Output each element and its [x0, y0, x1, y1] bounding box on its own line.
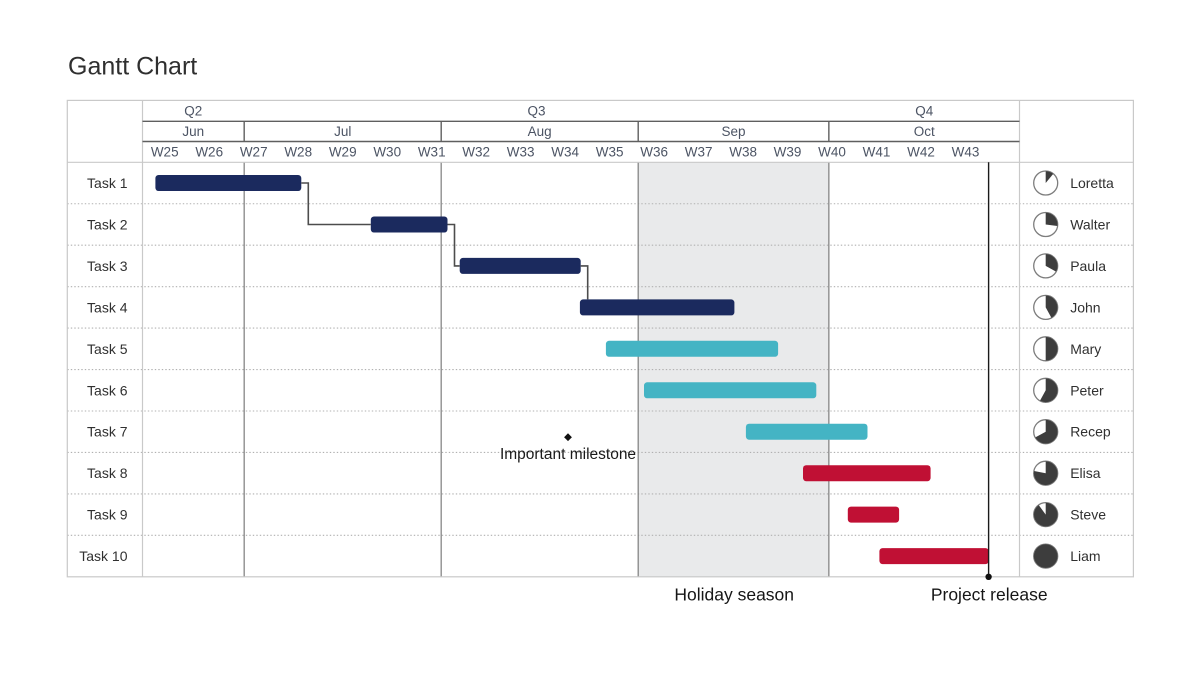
- svg-text:Walter: Walter: [1070, 217, 1110, 233]
- svg-text:Task 5: Task 5: [87, 341, 128, 357]
- svg-text:Task 2: Task 2: [87, 217, 128, 233]
- svg-text:W38: W38: [729, 144, 757, 159]
- svg-text:Liam: Liam: [1070, 548, 1100, 564]
- svg-text:Task 8: Task 8: [87, 465, 128, 481]
- svg-text:Task 3: Task 3: [87, 258, 128, 274]
- svg-text:Task 9: Task 9: [87, 507, 128, 523]
- svg-text:Recep: Recep: [1070, 424, 1111, 440]
- svg-text:Sep: Sep: [721, 124, 745, 139]
- svg-text:Oct: Oct: [914, 124, 935, 139]
- svg-text:Holiday season: Holiday season: [674, 585, 794, 605]
- svg-text:W29: W29: [329, 144, 357, 159]
- svg-text:W40: W40: [818, 144, 846, 159]
- svg-text:W39: W39: [774, 144, 802, 159]
- svg-text:W42: W42: [907, 144, 935, 159]
- svg-text:Project release: Project release: [931, 585, 1048, 605]
- svg-text:Elisa: Elisa: [1070, 465, 1101, 481]
- svg-text:Q3: Q3: [527, 104, 545, 119]
- svg-text:Task 10: Task 10: [79, 548, 127, 564]
- svg-text:Steve: Steve: [1070, 507, 1106, 523]
- svg-text:Task 4: Task 4: [87, 299, 128, 315]
- svg-text:W32: W32: [462, 144, 490, 159]
- svg-text:Q4: Q4: [915, 104, 934, 119]
- svg-text:W28: W28: [284, 144, 312, 159]
- svg-text:Q2: Q2: [184, 104, 202, 119]
- svg-text:W34: W34: [551, 144, 579, 159]
- svg-text:W26: W26: [195, 144, 223, 159]
- svg-text:Task 1: Task 1: [87, 175, 128, 191]
- svg-text:Jul: Jul: [334, 124, 351, 139]
- svg-text:Paula: Paula: [1070, 258, 1106, 274]
- svg-text:W30: W30: [373, 144, 401, 159]
- svg-text:W41: W41: [863, 144, 891, 159]
- svg-text:W43: W43: [952, 144, 980, 159]
- svg-text:W35: W35: [596, 144, 624, 159]
- svg-text:John: John: [1070, 299, 1100, 315]
- svg-text:Jun: Jun: [182, 124, 204, 139]
- svg-text:W37: W37: [685, 144, 713, 159]
- svg-text:Important milestone: Important milestone: [500, 446, 636, 463]
- svg-text:W31: W31: [418, 144, 446, 159]
- svg-text:Peter: Peter: [1070, 382, 1104, 398]
- svg-text:W33: W33: [507, 144, 535, 159]
- svg-text:W27: W27: [240, 144, 268, 159]
- svg-text:Gantt Chart: Gantt Chart: [68, 53, 197, 81]
- svg-text:W36: W36: [640, 144, 668, 159]
- svg-text:Loretta: Loretta: [1070, 175, 1114, 191]
- svg-text:Aug: Aug: [528, 124, 552, 139]
- svg-text:Mary: Mary: [1070, 341, 1101, 357]
- svg-text:W25: W25: [151, 144, 179, 159]
- svg-text:Task 7: Task 7: [87, 424, 128, 440]
- svg-text:Task 6: Task 6: [87, 382, 128, 398]
